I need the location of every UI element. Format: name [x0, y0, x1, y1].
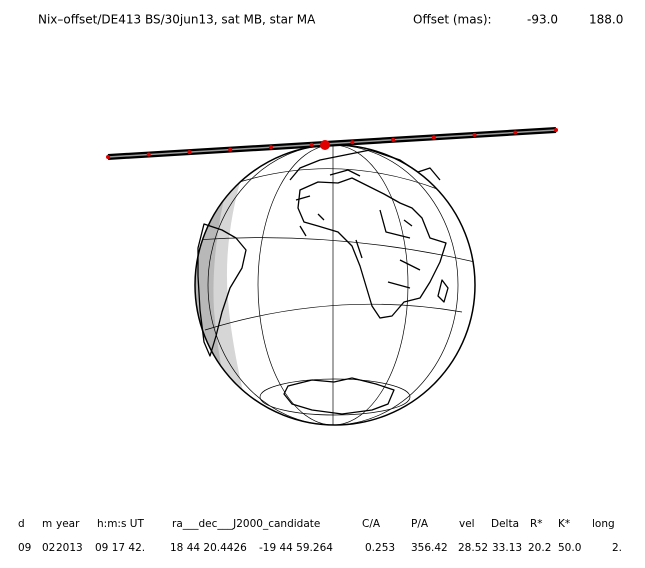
track-dot [350, 140, 355, 145]
table-cell: 2013 [56, 542, 83, 554]
track-dot [268, 145, 273, 150]
track-dot [391, 137, 396, 142]
offset-value: 188.0 [589, 13, 623, 27]
shadow-track [106, 127, 558, 160]
table-cell: 18 44 20.4426 [170, 542, 247, 554]
table-cell: 20.2 [528, 542, 551, 554]
track-dot [106, 155, 110, 159]
column-header: C/A [362, 518, 381, 530]
table-cell: 0.253 [365, 542, 395, 554]
column-header: K* [558, 518, 570, 530]
track-dot [554, 128, 558, 132]
column-header: m [42, 518, 52, 530]
table-cell: 09 17 42. [95, 542, 145, 554]
track-dot [431, 135, 436, 140]
track-dot [472, 132, 477, 137]
column-header: d [18, 518, 25, 530]
event-table: d m year h:m:s UT ra___dec___J2000_candidate… [18, 518, 622, 554]
track-dot [513, 130, 518, 135]
column-header: h:m:s UT [97, 518, 144, 530]
offset-value: -93.0 [527, 13, 558, 27]
table-cell: 356.42 [411, 542, 448, 554]
track-dot [309, 142, 314, 147]
table-cell: 33.13 [492, 542, 522, 554]
column-header: Delta [491, 518, 519, 530]
column-header: R* [530, 518, 543, 530]
table-cell: -19 44 59.264 [259, 542, 333, 554]
map-title: Nix–offset/DE413 BS/30jun13, sat MB, sta… [38, 13, 316, 27]
track-dot [187, 150, 192, 155]
column-header: long [592, 518, 615, 530]
table-cell: 2. [612, 542, 622, 554]
column-header: P/A [411, 518, 429, 530]
table-cell: 50.0 [558, 542, 581, 554]
globe [194, 144, 476, 426]
column-header: ra___dec___J2000_candidate [172, 518, 320, 530]
table-cell: 09 [18, 542, 31, 554]
table-cell: 28.52 [458, 542, 488, 554]
track-dot [146, 152, 151, 157]
track-dot [228, 147, 233, 152]
offset-label: Offset (mas): [413, 13, 492, 27]
column-header: vel [459, 518, 475, 530]
column-header: year [56, 518, 80, 530]
table-cell: 02 [42, 542, 55, 554]
